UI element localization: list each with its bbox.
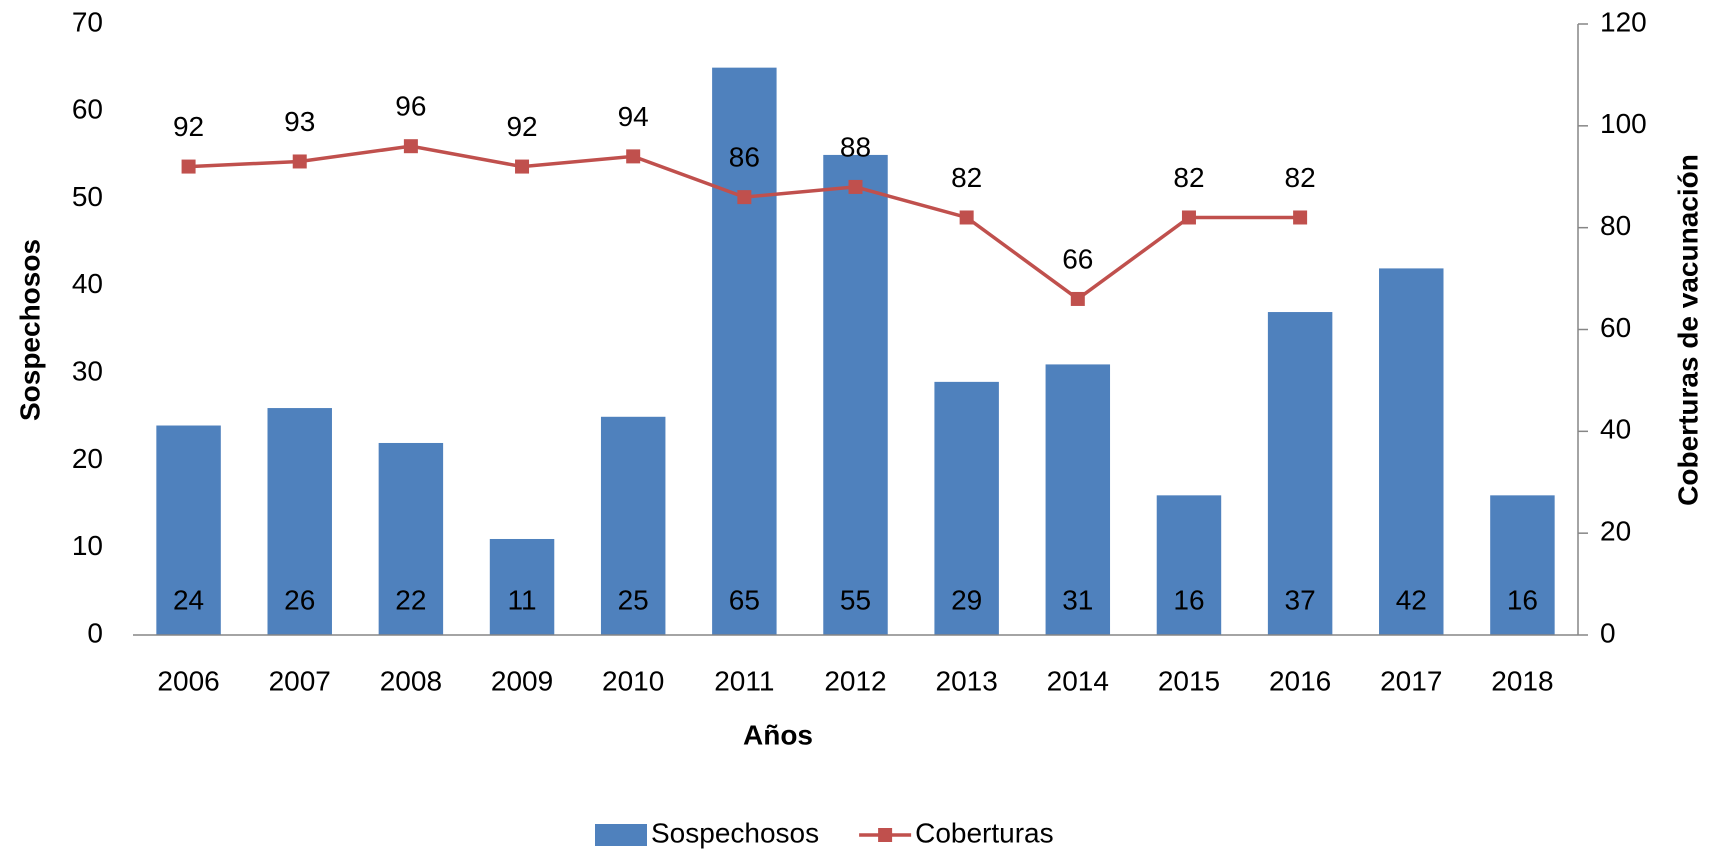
bar-value-label: 16 [1173,584,1204,615]
bar-value-label: 26 [284,584,315,615]
y-tick-label: 0 [87,617,103,648]
bar-value-label: 25 [618,584,649,615]
bar [1156,495,1222,635]
bar-value-label: 11 [507,584,536,615]
legend-label: Coberturas [915,817,1054,848]
line-value-label: 82 [1285,162,1316,193]
x-axis-title: Años [743,719,813,750]
line-value-label: 66 [1062,243,1093,274]
bar [823,154,888,635]
line-value-label: 92 [173,111,204,142]
x-tick-label: 2018 [1491,665,1553,696]
line-marker [403,139,418,154]
bar-value-label: 16 [1507,584,1538,615]
line-marker [292,154,307,169]
bar-value-label: 29 [951,584,982,615]
bar [378,442,444,635]
bar-value-label: 42 [1396,584,1427,615]
bar-value-label: 22 [395,584,426,615]
line-marker [737,190,752,205]
line-value-label: 94 [618,101,649,132]
bar [1267,312,1333,635]
x-tick-label: 2006 [157,665,219,696]
legend-swatch [595,824,647,846]
line-value-label: 92 [506,111,537,142]
line-value-label: 86 [729,142,760,173]
line-marker [626,149,641,164]
bar [712,67,777,635]
bar [934,381,999,635]
y-tick-label: 40 [72,268,103,299]
x-tick-label: 2008 [380,665,442,696]
legend-label: Sospechosos [651,817,819,848]
bar [1490,495,1555,635]
y-tick-label: 60 [72,94,103,125]
line-marker [1181,210,1196,225]
bar-value-label: 24 [173,584,204,615]
y-tick-label: 50 [72,181,103,212]
x-tick-label: 2017 [1380,665,1442,696]
x-tick-label: 2016 [1269,665,1331,696]
line-marker [181,159,196,174]
y2-tick-label: 120 [1600,6,1647,37]
x-tick-label: 2013 [936,665,998,696]
y2-tick-label: 60 [1600,312,1631,343]
y2-tick-label: 80 [1600,210,1631,241]
x-tick-label: 2012 [824,665,886,696]
bar [1379,268,1444,635]
line-value-label: 88 [840,131,871,162]
y-tick-label: 20 [72,443,103,474]
x-tick-label: 2007 [269,665,331,696]
line-marker [1070,291,1085,306]
y-tick-label: 10 [72,530,103,561]
bar-value-label: 65 [729,584,760,615]
line-value-label: 82 [1173,162,1204,193]
x-tick-label: 2014 [1047,665,1109,696]
bar [489,538,555,635]
x-tick-label: 2015 [1158,665,1220,696]
bar [267,408,332,635]
bar [1045,364,1111,635]
x-tick-label: 2010 [602,665,664,696]
line-marker [1293,210,1308,225]
bar-value-label: 37 [1285,584,1316,615]
line-value-label: 82 [951,162,982,193]
line-marker [848,179,863,194]
y2-tick-label: 0 [1600,617,1616,648]
y-tick-label: 70 [72,6,103,37]
line-value-label: 96 [395,91,426,122]
y2-tick-label: 20 [1600,516,1631,547]
y2-axis-title: Coberturas de vacunación [1672,154,1703,506]
legend-swatch [878,828,893,842]
y2-tick-label: 40 [1600,414,1631,445]
bar-value-label: 55 [840,584,871,615]
bar [600,416,666,635]
y2-tick-label: 100 [1600,108,1647,139]
line-marker [959,210,974,225]
line-marker [515,159,530,174]
line-value-label: 93 [284,106,315,137]
y-tick-label: 30 [72,356,103,387]
bar [156,425,221,635]
x-tick-label: 2009 [491,665,553,696]
y-axis-title: Sospechosos [14,239,45,421]
x-tick-label: 2011 [714,665,774,696]
bar-value-label: 31 [1062,584,1093,615]
